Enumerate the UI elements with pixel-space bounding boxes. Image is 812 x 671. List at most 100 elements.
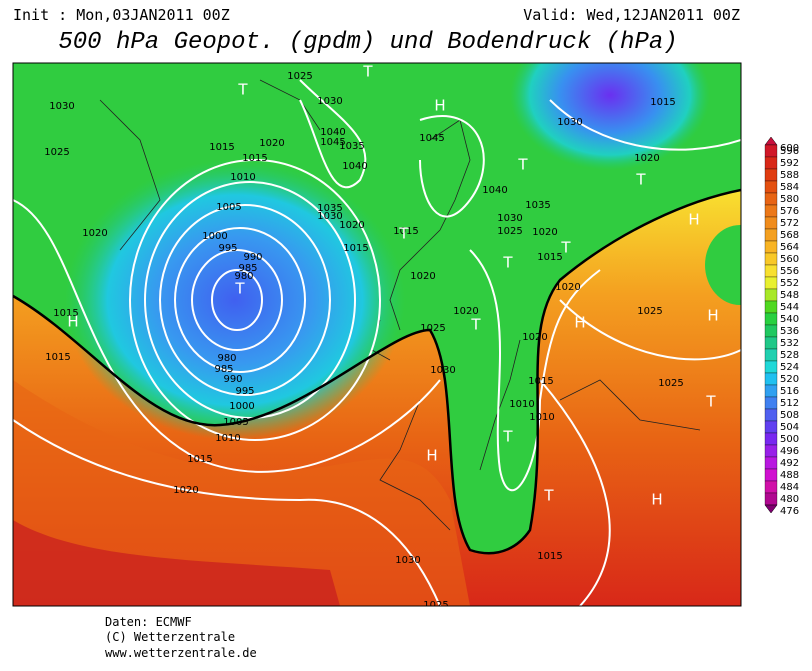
isobar-label: 1010 (215, 433, 240, 444)
isobar-label: 995 (218, 243, 237, 254)
colorbar-cap (764, 136, 778, 146)
colorbar-swatch (764, 204, 778, 218)
map-frame (12, 62, 742, 607)
colorbar-swatch (764, 228, 778, 242)
isobar-label: 1045 (320, 137, 345, 148)
map-area: 1030 1025 1020 1015 1015 1025 1030 1015 1020 1015… (13, 63, 741, 628)
colorbar-label: 584 (780, 182, 799, 193)
isobar-label: 980 (234, 271, 253, 282)
isobar-label: 1015 (242, 153, 267, 164)
isobar-label: 1030 (557, 117, 582, 128)
pressure-center: T (237, 81, 248, 99)
isobar-label: 985 (214, 364, 233, 375)
colorbar-label: 588 (780, 170, 799, 181)
colorbar-swatch (764, 168, 778, 182)
pressure-center: H (707, 307, 718, 325)
colorbar-label: 512 (780, 398, 799, 409)
colorbar-swatch (764, 192, 778, 206)
isobar-label: 1025 (423, 600, 448, 611)
colorbar-label: 600 (780, 143, 799, 154)
colorbar-swatch (764, 360, 778, 374)
isobar-label: 1020 (259, 138, 284, 149)
isobar-label: 1000 (229, 401, 254, 412)
colorbar-label: 568 (780, 230, 799, 241)
pressure-center: T (362, 63, 373, 81)
colorbar-label: 508 (780, 410, 799, 421)
colorbar-swatch (764, 156, 778, 170)
isobar-label: 1035 (317, 203, 342, 214)
pressure-center: T (502, 428, 513, 446)
isobar-label: 1020 (532, 227, 557, 238)
pressure-center: T (470, 316, 481, 334)
footer-copyright: (C) Wetterzentrale (105, 630, 235, 644)
isobar-label: 1015 (187, 454, 212, 465)
cold-field (510, 63, 710, 170)
colorbar-label: 564 (780, 242, 799, 253)
isobar-label: 1025 (287, 71, 312, 82)
pressure-center: T (234, 280, 245, 298)
low-field (65, 160, 405, 440)
colorbar-label: 540 (780, 314, 799, 325)
colorbar-label: 580 (780, 194, 799, 205)
colorbar-label: 492 (780, 458, 799, 469)
footer-url: www.wetterzentrale.de (105, 646, 257, 660)
isobar-label: 1030 (49, 101, 74, 112)
isobar-label: 1020 (173, 485, 198, 496)
isobar-label: 1045 (419, 133, 444, 144)
isobars (13, 79, 741, 606)
isobar-label: 985 (238, 263, 257, 274)
colorbar-label: 556 (780, 266, 799, 277)
pressure-center: H (67, 313, 78, 331)
pressure-center: H (651, 491, 662, 509)
colorbar-swatch (764, 144, 778, 158)
isobar-label: 1015 (393, 226, 418, 237)
isobar-label: 1015 (537, 252, 562, 263)
footer-source: Daten: ECMWF (105, 615, 192, 629)
isobar-label: 1015 (343, 243, 368, 254)
colorbar-swatch (764, 420, 778, 434)
isobar-label: 1015 (537, 551, 562, 562)
isobar-label: 1025 (420, 323, 445, 334)
colorbar-label: 536 (780, 326, 799, 337)
isobar-label: 1035 (525, 200, 550, 211)
colorbar-label: 504 (780, 422, 799, 433)
pressure-center: T (560, 239, 571, 257)
hot-core (13, 520, 340, 606)
pressure-center: T (398, 225, 409, 243)
valid-time: Valid: Wed,12JAN2011 00Z (523, 6, 740, 24)
colorbar-label: 532 (780, 338, 799, 349)
colorbar-swatch (764, 432, 778, 446)
isobar-label: 1010 (230, 172, 255, 183)
isobar-label: 1000 (202, 231, 227, 242)
pressure-center: H (574, 314, 585, 332)
colorbar-label: 596 (780, 146, 799, 157)
isobar-label: 1030 (395, 555, 420, 566)
isobar-label: 1025 (282, 617, 307, 628)
isobar-label: 1040 (482, 185, 507, 196)
colorbar-swatch (764, 240, 778, 254)
colorbar-label: 572 (780, 218, 799, 229)
pressure-center: T (705, 393, 716, 411)
isobar-label: 1015 (528, 376, 553, 387)
pressure-center: H (434, 97, 445, 115)
isobar-label: 1010 (509, 399, 534, 410)
colorbar-label: 476 (780, 506, 799, 517)
colorbar-swatch (764, 384, 778, 398)
map-labels: 1030 1025 1020 1015 1015 1025 1030 1015 1020 1015… (44, 63, 718, 628)
isobar-label: 1025 (658, 378, 683, 389)
isobar-label: 1025 (497, 226, 522, 237)
colorbar-label: 480 (780, 494, 799, 505)
isobar-label: 1035 (339, 141, 364, 152)
colorbar-swatch (764, 372, 778, 386)
colorbar-label: 524 (780, 362, 799, 373)
isobar-label: 1020 (82, 228, 107, 239)
colorbar-swatch (764, 264, 778, 278)
colorbar-swatch (764, 216, 778, 230)
pressure-center: T (543, 487, 554, 505)
colorbar-label: 496 (780, 446, 799, 457)
colorbar-label: 516 (780, 386, 799, 397)
pressure-center: T (502, 254, 513, 272)
colorbar-label: 544 (780, 302, 799, 313)
colorbar-label: 560 (780, 254, 799, 265)
